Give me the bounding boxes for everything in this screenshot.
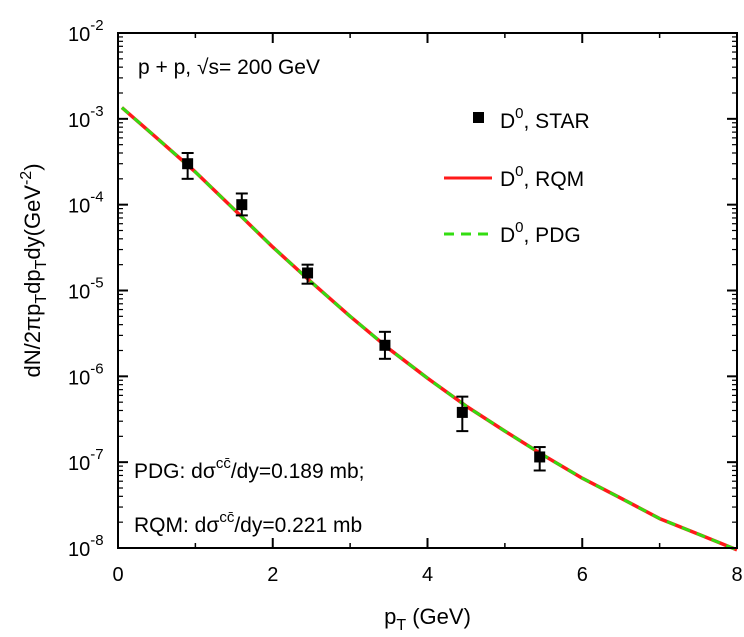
y-tick-label-base: 10 xyxy=(68,196,90,218)
legend-star-label: D0, STAR xyxy=(500,105,590,133)
annotation-rqm-suffix: /dy=0.221 mb xyxy=(234,514,362,537)
ticks-layer xyxy=(117,32,738,549)
annotation-energy: p + p, √s= 200 GeV xyxy=(138,56,320,79)
y-tick-label: 10-3 xyxy=(68,103,104,132)
y-tick-label-exp: -4 xyxy=(90,189,103,206)
y-tick-label: 10-6 xyxy=(68,360,104,389)
star-data-point xyxy=(182,158,194,170)
y-tick-label-exp: -6 xyxy=(90,360,103,377)
series-rqm-curve xyxy=(120,106,738,552)
star-data-point xyxy=(302,267,314,279)
y-axis-label-a: dN/2πp xyxy=(20,304,45,378)
star-data-point xyxy=(456,406,468,418)
x-tick-label: 4 xyxy=(422,564,433,586)
annotation-rqm-prefix: RQM: dσ xyxy=(134,514,219,537)
y-tick-label: 10-4 xyxy=(68,189,104,218)
y-tick-label-base: 10 xyxy=(68,110,90,132)
annotation-pdg-sup: cc̄ xyxy=(216,455,232,472)
annotation-rqm-cross-section: RQM: dσcc̄/dy=0.221 mb xyxy=(134,509,362,537)
y-tick-label: 10-8 xyxy=(68,532,104,561)
series-pdg-curve xyxy=(120,106,738,552)
annotation-pdg-cross-section: PDG: dσcc̄/dy=0.189 mb; xyxy=(134,455,365,483)
annotation-pdg-prefix: PDG: dσ xyxy=(134,460,216,483)
curves-layer xyxy=(120,106,738,552)
y-tick-label-base: 10 xyxy=(68,367,90,389)
y-tick-label-base: 10 xyxy=(68,282,90,304)
y-axis-label-c: dy(GeV xyxy=(20,185,45,260)
y-tick-label-exp: -3 xyxy=(90,103,103,120)
legend-rqm-sup: 0 xyxy=(515,163,523,180)
y-tick-label: 10-7 xyxy=(68,446,104,475)
x-axis-label: pT (GeV) xyxy=(384,604,471,634)
y-axis-label-sup: -2 xyxy=(18,171,35,185)
x-tick-label: 2 xyxy=(267,564,278,586)
legend-star-rest: , STAR xyxy=(524,110,590,133)
y-tick-label-exp: -7 xyxy=(90,446,103,463)
x-axis-label-sub: T xyxy=(396,617,406,634)
legend-pdg-rest: , PDG xyxy=(524,224,581,247)
star-data-point xyxy=(379,339,391,351)
annotation-pdg-suffix: /dy=0.189 mb; xyxy=(231,460,365,483)
y-tick-label-exp: -2 xyxy=(90,17,103,34)
y-axis-label: dN/2πpTdpTdy(GeV-2) xyxy=(18,163,50,377)
annotation-rqm-sup: cc̄ xyxy=(219,509,235,526)
legend-rqm-label: D0, RQM xyxy=(500,163,584,191)
legend: D0, STAR D0, RQM D0, PDG xyxy=(444,105,590,247)
star-data-point xyxy=(236,199,248,211)
legend-pdg-base: D xyxy=(500,224,515,247)
y-tick-label: 10-2 xyxy=(68,17,104,46)
y-axis-label-sub2: T xyxy=(33,259,50,269)
legend-pdg-sup: 0 xyxy=(515,219,523,236)
star-data-point xyxy=(534,451,546,463)
legend-pdg-label: D0, PDG xyxy=(500,219,581,247)
legend-star-marker xyxy=(473,112,484,123)
legend-rqm-base: D xyxy=(500,168,515,191)
x-axis-label-base: p xyxy=(384,604,396,629)
y-tick-label-exp: -5 xyxy=(90,275,103,292)
x-tick-label: 6 xyxy=(577,564,588,586)
y-tick-label-base: 10 xyxy=(68,453,90,475)
legend-star-sup: 0 xyxy=(515,105,523,122)
y-axis-label-b: dp xyxy=(20,269,45,293)
tick-labels-layer: 0 2 4 6 810-810-710-610-510-410-310-2 xyxy=(68,17,743,586)
x-tick-label: 0 xyxy=(112,564,123,586)
x-tick-label: 8 xyxy=(731,564,742,586)
legend-star-base: D xyxy=(500,110,515,133)
x-axis-label-rest: (GeV) xyxy=(406,604,471,629)
y-tick-label-base: 10 xyxy=(68,539,90,561)
y-tick-label: 10-5 xyxy=(68,275,104,304)
y-tick-label-exp: -8 xyxy=(90,532,103,549)
y-tick-label-base: 10 xyxy=(68,24,90,46)
legend-rqm-rest: , RQM xyxy=(524,168,585,191)
points-layer xyxy=(181,151,546,472)
y-axis-label-sub1: T xyxy=(33,294,50,304)
y-axis-label-d: ) xyxy=(20,163,45,170)
